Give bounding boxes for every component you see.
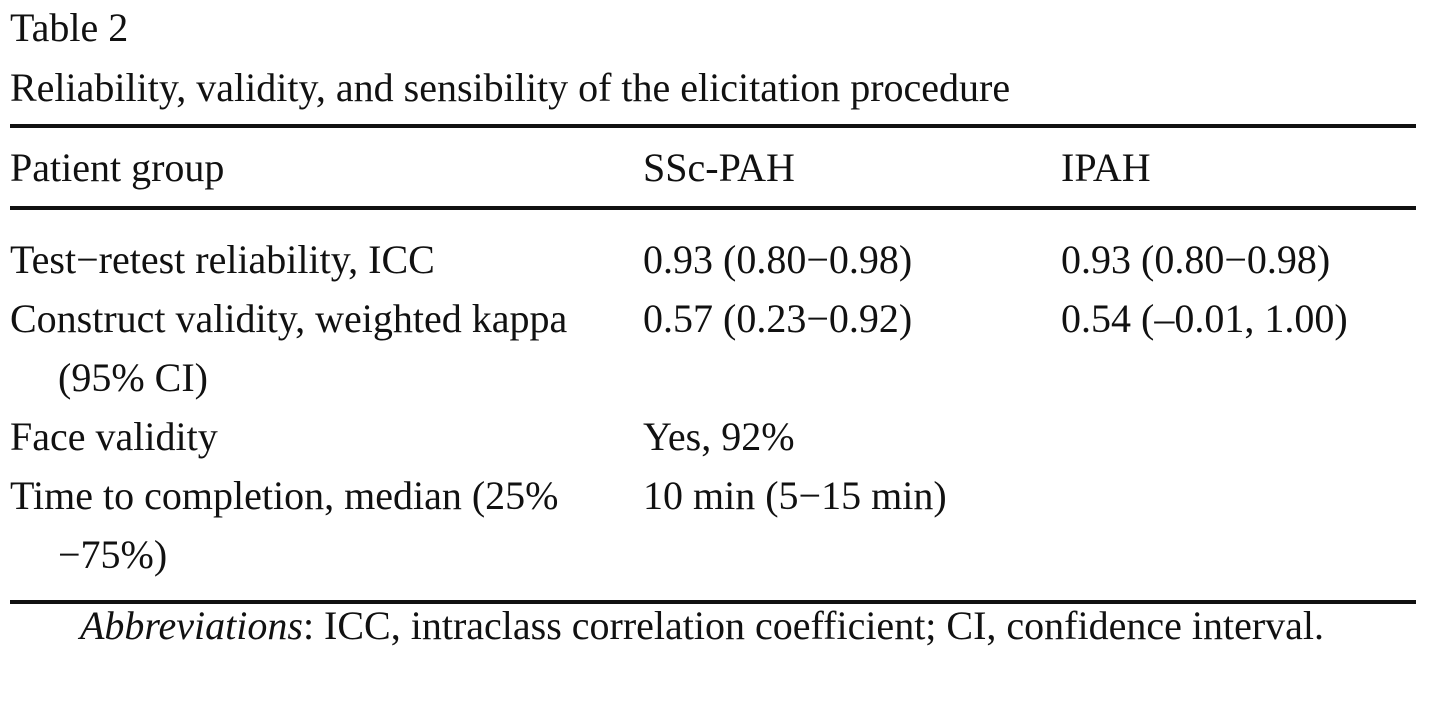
table-body: Test−retest reliability, ICC 0.93 (0.80−0… <box>10 208 1416 602</box>
table-cell: Yes, 92% <box>643 414 795 459</box>
table-cell: 0.54 (–0.01, 1.00) <box>1061 296 1348 341</box>
table-cell: 0.93 (0.80−0.98) <box>1061 237 1331 282</box>
table-row: Test−retest reliability, ICC 0.93 (0.80−0… <box>10 208 1416 289</box>
table-label: Table 2 <box>10 5 129 50</box>
table-cell: Time to completion, median (25%−75%) <box>10 473 559 577</box>
table-row: Time to completion, median (25%−75%) 10 m… <box>10 466 1416 602</box>
header-cell: SSc-PAH <box>643 144 795 190</box>
table-cell: Face validity <box>10 414 218 459</box>
table: Patient group SSc-PAH IPAH Test−retest rel… <box>10 124 1416 604</box>
table-header: Patient group SSc-PAH IPAH <box>10 126 1416 208</box>
table-cell: 0.93 (0.80−0.98) <box>643 237 913 282</box>
header-cell: Patient group <box>10 144 225 190</box>
footnote: Abbreviations: ICC, intraclass correlati… <box>10 598 1416 654</box>
table-cell: Construct validity, weighted kappa (95% … <box>10 296 568 400</box>
empty-cell <box>1061 466 1416 602</box>
header-row: Patient group SSc-PAH IPAH <box>10 126 1416 208</box>
footnote-text: : ICC, intraclass correlation coefficien… <box>302 603 1325 648</box>
table-row: Face validity Yes, 92% <box>10 407 1416 466</box>
table-cell: 10 min (5−15 min) <box>643 473 947 518</box>
empty-cell <box>1061 407 1416 466</box>
footnote-label: Abbreviations <box>80 603 303 648</box>
table-row: Construct validity, weighted kappa (95% … <box>10 289 1416 407</box>
table-cell: 0.57 (0.23−0.92) <box>643 296 913 341</box>
table-caption: Reliability, validity, and sensibility o… <box>10 65 1011 110</box>
header-cell: IPAH <box>1061 144 1151 190</box>
table-cell: Test−retest reliability, ICC <box>10 237 435 282</box>
